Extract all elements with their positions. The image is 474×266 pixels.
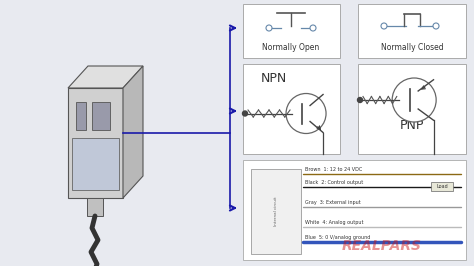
Text: Brown  1: 12 to 24 VDC: Brown 1: 12 to 24 VDC <box>305 167 362 172</box>
Text: Gray  3: External input: Gray 3: External input <box>305 200 361 205</box>
Circle shape <box>243 111 247 116</box>
Bar <box>243 4 340 58</box>
Text: Blue  5: 0 V/analog ground: Blue 5: 0 V/analog ground <box>305 235 370 240</box>
Circle shape <box>433 23 439 29</box>
Text: Normally Open: Normally Open <box>263 43 319 52</box>
Text: Normally Closed: Normally Closed <box>381 43 443 52</box>
Text: White  4: Analog output: White 4: Analog output <box>305 220 364 225</box>
Text: Black  2: Control output: Black 2: Control output <box>305 180 363 185</box>
Bar <box>251 169 301 254</box>
Text: REALPARS: REALPARS <box>341 239 421 253</box>
Circle shape <box>310 25 316 31</box>
Polygon shape <box>76 102 86 130</box>
Text: Load: Load <box>436 184 448 189</box>
Bar <box>358 4 466 58</box>
Circle shape <box>357 98 363 102</box>
Circle shape <box>392 78 436 122</box>
Bar <box>431 182 453 191</box>
Text: PNP: PNP <box>400 119 424 132</box>
Bar <box>243 160 466 260</box>
Text: NPN: NPN <box>261 72 287 85</box>
Bar <box>87 198 103 216</box>
Circle shape <box>286 94 326 134</box>
Polygon shape <box>123 66 143 198</box>
Polygon shape <box>68 66 143 88</box>
Polygon shape <box>72 138 119 190</box>
Polygon shape <box>92 102 110 130</box>
Text: Internal circuit: Internal circuit <box>274 197 278 226</box>
Bar <box>243 64 340 154</box>
Polygon shape <box>68 88 123 198</box>
Circle shape <box>381 23 387 29</box>
Circle shape <box>266 25 272 31</box>
Bar <box>358 64 466 154</box>
